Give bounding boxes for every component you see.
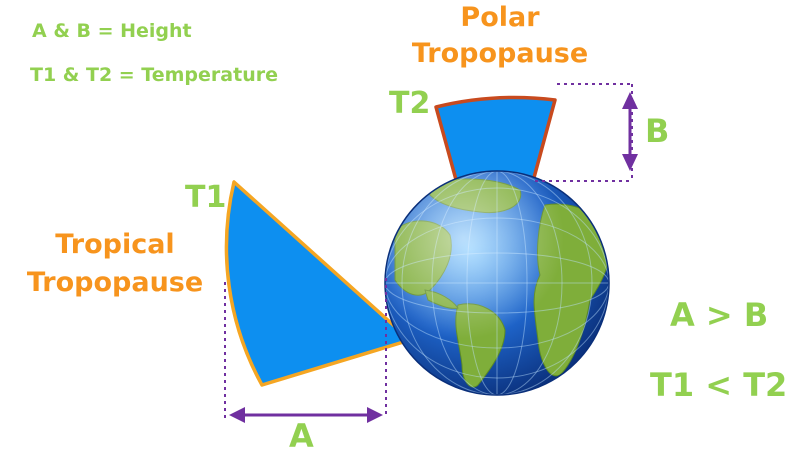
- tropical-label-line2: Tropopause: [26, 267, 204, 298]
- tropical-tropopause-label: Tropical Tropopause: [20, 226, 210, 302]
- tropical-tropopause-sector: [224, 180, 412, 387]
- temperature-comparison: T1 < T2: [650, 366, 788, 404]
- t2-label: T2: [389, 86, 431, 121]
- height-comparison: A > B: [670, 296, 769, 334]
- polar-label-line1: Polar: [460, 2, 540, 33]
- temperature-legend: T1 & T2 = Temperature: [30, 64, 278, 86]
- polar-tropopause-label: Polar Tropopause: [400, 0, 600, 72]
- height-legend: A & B = Height: [32, 20, 192, 42]
- t1-label: T1: [185, 180, 227, 215]
- height-b-measure: [535, 83, 638, 182]
- b-label: B: [645, 112, 670, 150]
- height-a-measure: [224, 278, 387, 423]
- a-label: A: [289, 417, 314, 455]
- tropical-label-line1: Tropical: [55, 229, 175, 260]
- polar-label-line2: Tropopause: [411, 38, 589, 69]
- earth-globe-icon: [384, 170, 610, 396]
